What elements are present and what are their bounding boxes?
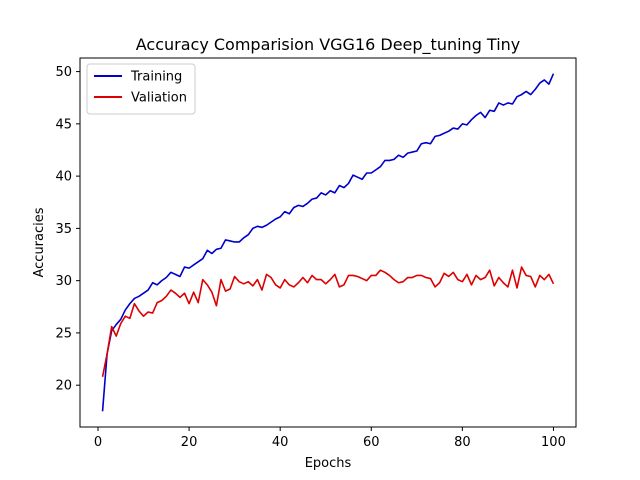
x-axis-title: Epochs [305, 456, 352, 471]
x-tick-label: 0 [94, 435, 102, 450]
y-axis: 20 25 30 35 40 45 50 [55, 65, 80, 394]
y-tick-label: 20 [55, 379, 72, 394]
y-tick-label: 40 [55, 170, 72, 185]
legend: Training Valiation [86, 63, 196, 115]
plot-lines [101, 73, 555, 412]
y-tick-label: 50 [55, 65, 72, 80]
x-axis: 0 20 40 60 80 100 [94, 427, 566, 450]
x-tick-label: 80 [454, 435, 471, 450]
x-tick-label: 100 [541, 435, 566, 450]
x-tick-label: 20 [181, 435, 198, 450]
y-tick-label: 35 [55, 222, 72, 237]
x-tick-label: 60 [363, 435, 380, 450]
chart-title: Accuracy Comparision VGG16 Deep_tuning T… [136, 35, 521, 55]
series-line-training [101, 73, 555, 412]
y-tick-label: 30 [55, 274, 72, 289]
y-tick-label: 45 [55, 117, 72, 132]
plot-frame [79, 57, 577, 428]
y-axis-title: Accuracies [32, 207, 47, 277]
legend-label-training: Training [130, 70, 182, 85]
y-tick-label: 25 [55, 326, 72, 341]
legend-label-valiation: Valiation [131, 91, 187, 106]
x-tick-label: 40 [272, 435, 289, 450]
series-line-valiation [101, 266, 555, 377]
